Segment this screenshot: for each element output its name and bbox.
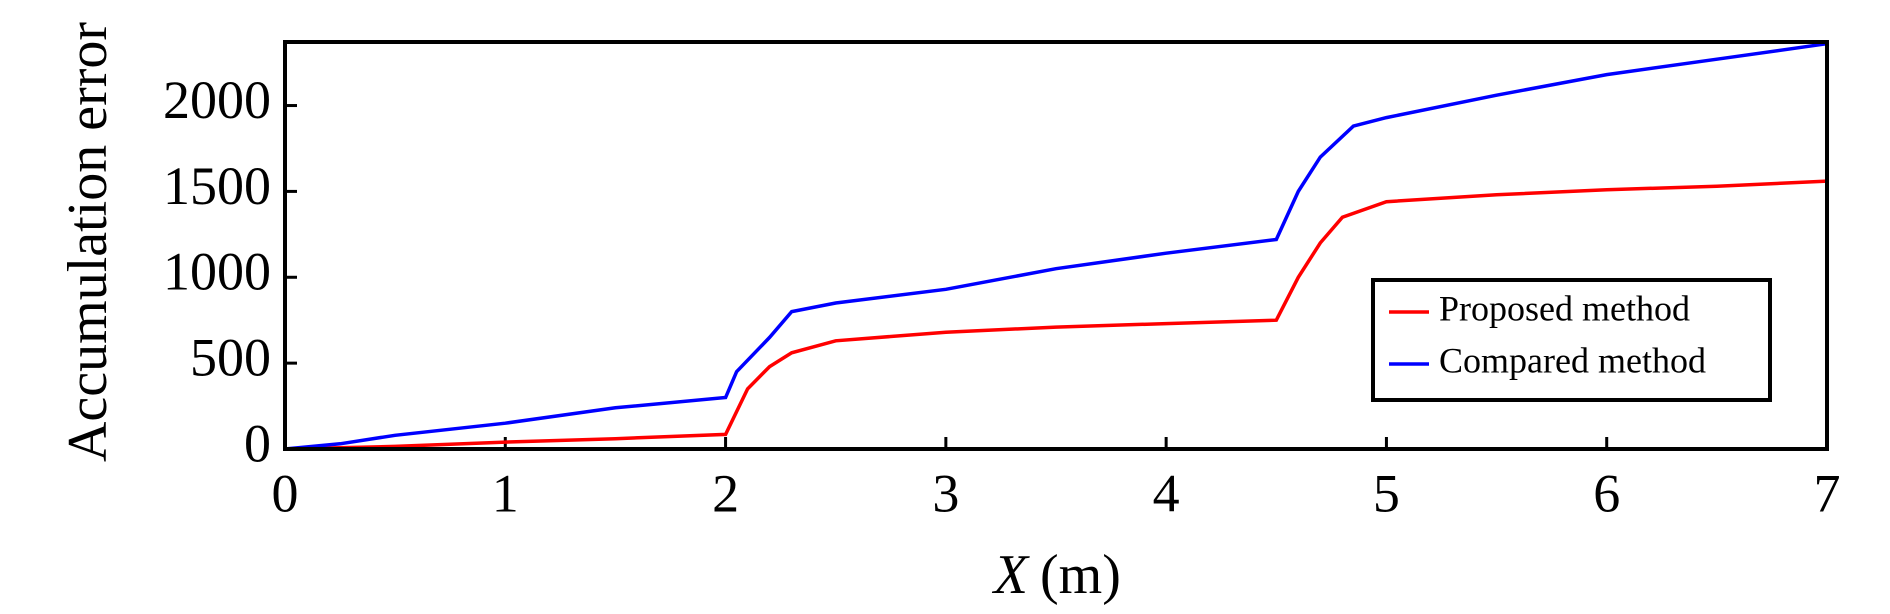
x-tick-label: 2 xyxy=(712,463,739,523)
y-tick-label: 1500 xyxy=(163,156,271,216)
x-tick-label: 4 xyxy=(1153,463,1180,523)
y-tick-label: 2000 xyxy=(163,70,271,130)
x-tick-label: 0 xyxy=(272,463,299,523)
y-tick-label: 1000 xyxy=(163,242,271,302)
legend-box xyxy=(1371,278,1772,402)
x-axis-label-variable: X xyxy=(992,544,1031,606)
x-tick-label: 1 xyxy=(492,463,519,523)
x-tick-label: 5 xyxy=(1373,463,1400,523)
plot-frame xyxy=(283,40,1829,451)
x-tick-label: 3 xyxy=(932,463,959,523)
legend-label: Compared method xyxy=(1439,340,1706,380)
x-axis-label-unit: (m) xyxy=(1040,544,1121,606)
y-tick-label: 500 xyxy=(190,328,271,388)
y-axis-label: Accumulation error xyxy=(57,22,119,462)
y-tick-label: 0 xyxy=(244,413,271,473)
x-tick-label: 7 xyxy=(1814,463,1841,523)
x-tick-label: 6 xyxy=(1593,463,1620,523)
series-line xyxy=(284,179,1828,451)
series-line xyxy=(284,41,1828,451)
legend-label: Proposed method xyxy=(1439,288,1690,328)
